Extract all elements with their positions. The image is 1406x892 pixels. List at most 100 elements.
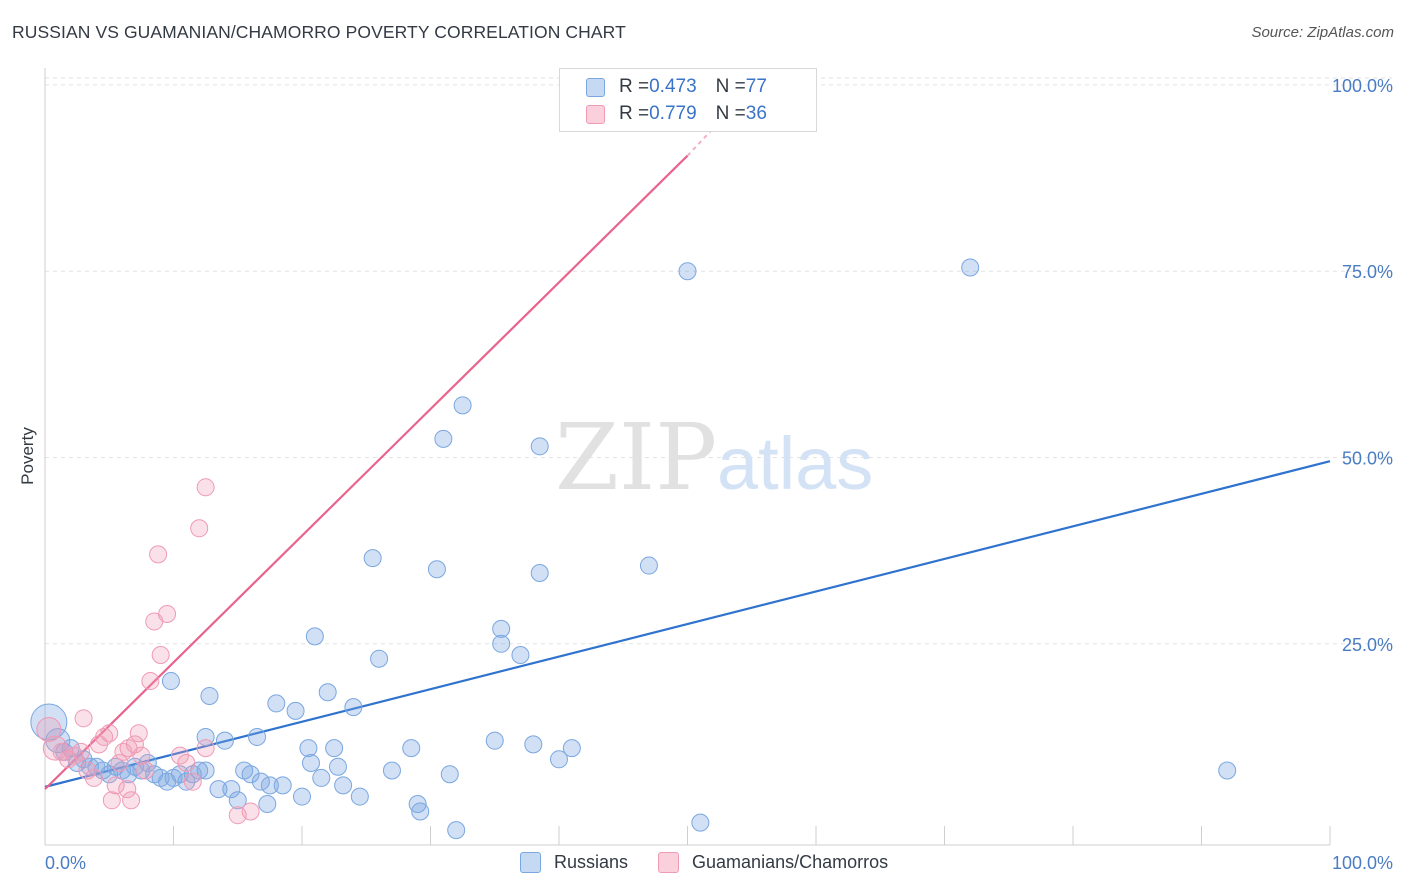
guamanians-point: [190, 519, 209, 538]
trend-lines: [44, 114, 1331, 790]
tick-labels: 100.0% 75.0% 50.0% 25.0% 0.0% 100.0%: [45, 76, 1393, 873]
russians-point: [312, 768, 331, 787]
guamanians-point: [110, 754, 129, 773]
russians-point: [411, 802, 430, 821]
russians-point: [511, 645, 530, 664]
russians-point: [325, 739, 344, 758]
guamanians-point: [241, 802, 260, 821]
russians-point: [222, 780, 241, 799]
legend-label-russians: Russians: [554, 852, 629, 872]
chart-title: RUSSIAN VS GUAMANIAN/CHAMORRO POVERTY CO…: [12, 22, 626, 42]
russians-point: [408, 795, 427, 814]
russians-point: [678, 262, 697, 281]
legend-n-value: 77: [745, 76, 767, 97]
legend-swatch-guamanians: [586, 104, 605, 124]
guamanians-point: [78, 761, 97, 780]
russians-point: [328, 757, 347, 776]
guamanians-trend-line: [44, 154, 689, 790]
legend-swatch-russians: [520, 852, 541, 873]
guamanians-point: [158, 604, 177, 623]
guamanians-point: [84, 768, 103, 787]
guamanians-trend-extension: [686, 114, 727, 157]
russians-point: [177, 772, 196, 791]
guamanians-point: [136, 761, 155, 780]
guamanians-point: [100, 724, 119, 743]
russians-point: [258, 795, 277, 814]
guamanians-point: [102, 791, 121, 810]
russians-point: [344, 698, 363, 717]
russians-point: [251, 772, 270, 791]
legend-n-label: N =: [715, 76, 746, 97]
guamanians-point: [129, 724, 148, 743]
guamanians-point: [122, 791, 141, 810]
russians-point: [961, 258, 980, 277]
legend-row-russians: R = 0.473 N = 77: [586, 75, 767, 99]
russians-point: [286, 701, 305, 720]
bottom-legend: Russians Guamanians/Chamorros: [520, 852, 918, 873]
russians-point: [639, 556, 658, 575]
russians-point: [273, 776, 292, 795]
russians-point: [260, 776, 279, 795]
russians-point: [485, 731, 504, 750]
russians-point: [370, 649, 389, 668]
russians-point: [228, 791, 247, 810]
watermark-atlas: atlas: [717, 422, 873, 505]
legend-r-label: R =: [619, 76, 650, 97]
watermark-zip: ZIP: [555, 404, 717, 511]
russians-trend-line: [44, 460, 1331, 788]
russians-point: [161, 672, 180, 691]
legend: R = 0.473 N = 77 R = 0.779 N = 36: [559, 68, 817, 132]
guamanians-point: [183, 772, 202, 791]
legend-n-label: N =: [715, 103, 746, 124]
russians-point: [530, 564, 549, 583]
guamanians-point: [151, 645, 170, 664]
guamanians-point: [74, 709, 93, 728]
y-tick-label: 25.0%: [1342, 635, 1393, 655]
y-tick-label: 100.0%: [1332, 76, 1393, 96]
russians-point: [363, 549, 382, 568]
guamanians-point: [196, 478, 215, 497]
russians-point: [691, 813, 710, 832]
guamanians-point: [132, 746, 151, 765]
russians-point: [562, 739, 581, 758]
guamanians-point: [141, 672, 160, 691]
x-tick-label-left: 0.0%: [45, 853, 86, 873]
russians-point: [30, 703, 68, 741]
guamanians-point: [177, 754, 196, 773]
guamanians-point: [71, 742, 90, 761]
russians-point: [550, 750, 568, 769]
watermark: ZIP atlas: [555, 404, 873, 511]
russians-point: [248, 727, 267, 746]
russians-point: [427, 560, 446, 579]
russians-point: [301, 754, 320, 773]
guamanians-point: [170, 746, 189, 765]
russians-point: [350, 787, 369, 806]
chart-source: Source: ZipAtlas.com: [1251, 24, 1394, 41]
grid-lines: [45, 77, 1392, 645]
guamanians-point: [196, 739, 215, 758]
legend-r-value: 0.779: [649, 103, 697, 124]
legend-label-guamanians: Guamanians/Chamorros: [692, 852, 889, 872]
guamanians-point: [106, 776, 125, 795]
legend-item-guamanians: Guamanians/Chamorros: [658, 852, 888, 873]
russians-point: [453, 396, 472, 415]
russians-point: [524, 735, 543, 754]
legend-item-russians: Russians: [520, 852, 628, 873]
legend-swatch-guamanians: [658, 852, 680, 873]
russians-point: [293, 787, 311, 806]
russians-point: [318, 683, 337, 702]
y-tick-label: 50.0%: [1342, 449, 1393, 469]
data-points: [30, 258, 1237, 840]
russians-point: [530, 437, 549, 456]
guamanians-point: [149, 545, 168, 564]
russians-point: [267, 694, 286, 713]
russians-point: [334, 776, 353, 795]
russians-point: [241, 765, 260, 784]
russians-point: [382, 761, 401, 780]
x-tick-label-right: 100.0%: [1332, 853, 1393, 873]
russians-point: [447, 821, 466, 840]
russians-point: [440, 765, 459, 784]
axes: [44, 68, 1331, 846]
russians-point: [215, 731, 234, 750]
russians-point: [402, 739, 421, 758]
